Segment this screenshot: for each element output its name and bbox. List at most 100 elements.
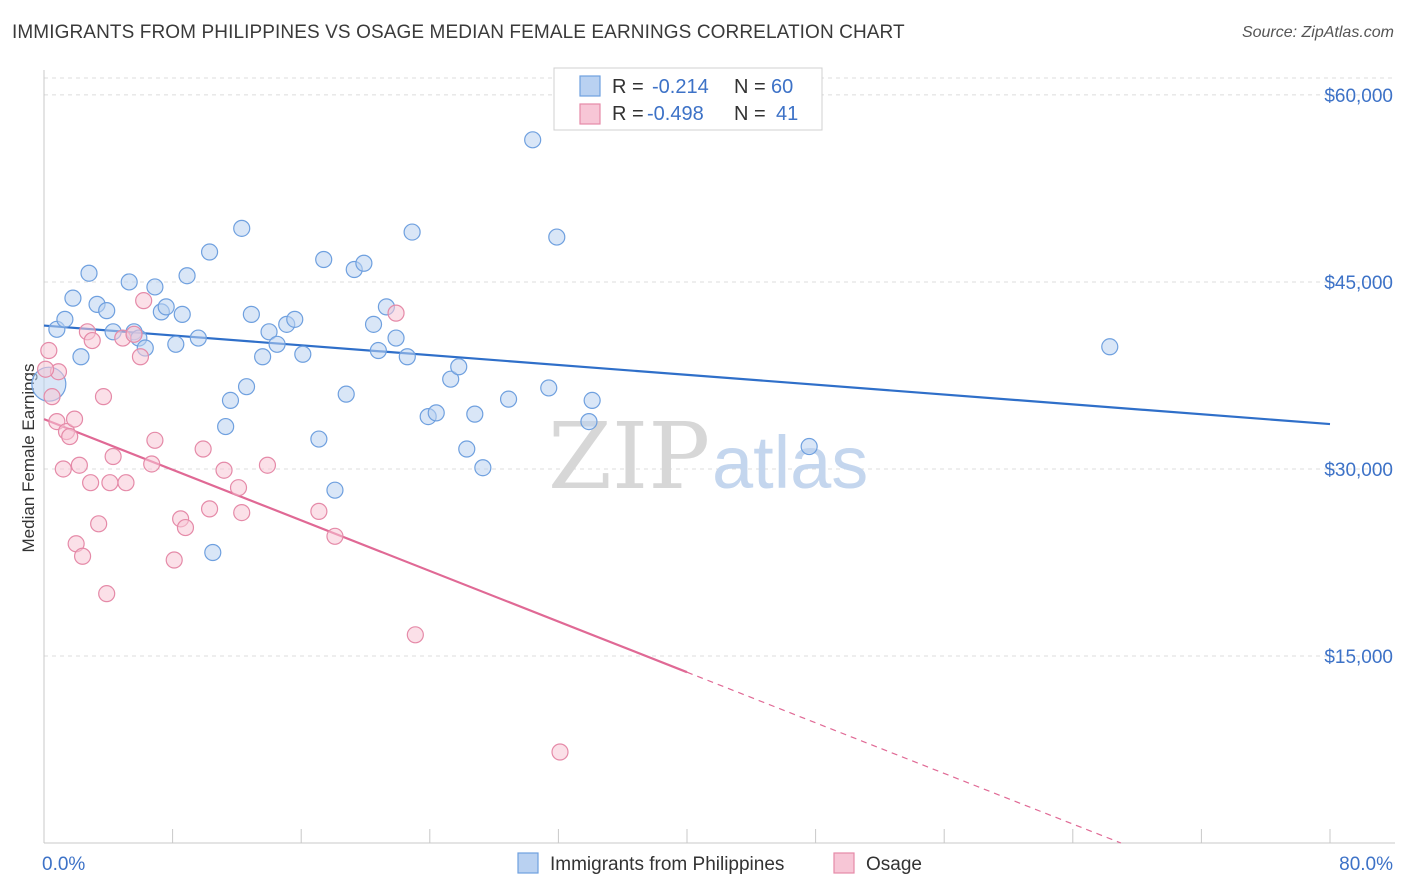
osage-point — [233, 504, 251, 522]
osage-trend-extension — [686, 671, 1122, 844]
osage-point — [117, 474, 135, 492]
osage-point — [194, 440, 212, 458]
philippines-point — [310, 430, 328, 448]
osage-point — [406, 626, 424, 644]
y-tick-label: $30,000 — [1324, 460, 1393, 481]
osage-point — [73, 547, 92, 565]
osage-point — [61, 427, 79, 446]
philippines-point — [387, 329, 405, 347]
philippines-point — [458, 440, 476, 458]
philippines-point — [189, 329, 207, 347]
osage-point — [551, 743, 569, 761]
philippines-point — [294, 345, 312, 363]
philippines-point — [450, 358, 468, 376]
osage-point — [326, 527, 344, 545]
philippines-point — [146, 278, 164, 296]
y-tick-label: $15,000 — [1324, 647, 1393, 668]
philippines-point — [524, 131, 542, 149]
watermark-zip: ZIP — [548, 403, 710, 510]
osage-point — [215, 461, 233, 479]
philippines-point — [286, 310, 304, 328]
osage-point — [70, 456, 88, 474]
philippines-point — [315, 250, 333, 269]
tick-labels: $15,000 $30,000 $45,000 $60,000 0.0% 80.0% — [42, 86, 1393, 875]
osage-point — [40, 341, 58, 360]
legend-n-label-1: N = — [734, 76, 766, 98]
osage-point — [101, 474, 119, 492]
legend-r-label-1: R = — [612, 76, 644, 98]
osage-point — [125, 325, 143, 343]
philippines-trend-line — [43, 324, 1331, 426]
philippines-point — [442, 370, 460, 388]
osage-point — [98, 585, 116, 603]
philippines-point — [167, 335, 185, 353]
philippines-point — [499, 390, 518, 408]
philippines-point — [337, 385, 355, 403]
philippines-point — [64, 289, 82, 307]
gridlines — [44, 77, 1395, 657]
osage-point — [387, 304, 405, 322]
philippines-point — [398, 348, 416, 366]
philippines-point — [268, 335, 286, 353]
legend-bottom-label-blue: Immigrants from Philippines — [550, 854, 784, 875]
legend-swatch-pink — [579, 103, 601, 125]
osage-point — [54, 460, 72, 478]
philippines-point — [237, 378, 256, 396]
philippines-point — [217, 417, 235, 436]
legend-bottom-swatch-pink — [833, 852, 855, 874]
y-axis-label: Median Female Earnings — [19, 364, 38, 553]
legend-bottom: Immigrants from Philippines Osage — [517, 852, 922, 875]
osage-point — [94, 388, 113, 406]
legend-bottom-label-pink: Osage — [866, 854, 922, 875]
osage-point — [43, 388, 61, 406]
philippines-point — [326, 481, 344, 499]
chart-source: Source: ZipAtlas.com — [1241, 24, 1394, 41]
legend-r-label-2: R = — [612, 103, 644, 125]
osage-point — [176, 518, 195, 537]
philippines-point — [80, 264, 98, 282]
osage-point — [135, 292, 153, 310]
philippines-point — [364, 315, 383, 333]
data-points — [31, 131, 1119, 761]
philippines-point — [157, 298, 175, 316]
philippines-point — [56, 310, 74, 328]
philippines-point — [369, 341, 387, 360]
legend-bottom-swatch-blue — [517, 852, 539, 874]
legend-r-value-2: -0.498 — [647, 103, 704, 125]
x-tick-label-min: 0.0% — [42, 854, 85, 875]
x-tick-label-max: 80.0% — [1339, 854, 1393, 875]
philippines-point — [540, 379, 558, 397]
legend-n-value-1: 60 — [771, 76, 793, 98]
osage-point — [83, 331, 101, 350]
osage-point — [143, 455, 161, 473]
watermark-atlas: atlas — [712, 421, 868, 504]
philippines-point — [427, 404, 445, 422]
osage-point — [82, 474, 100, 492]
axes — [43, 70, 1395, 844]
legend-swatch-blue — [579, 75, 601, 97]
osage-point — [104, 447, 122, 466]
legend-top: R = -0.214 N = 60 R = -0.498 N = 41 — [553, 67, 823, 131]
philippines-point — [120, 273, 138, 291]
philippines-point — [260, 323, 278, 341]
philippines-point — [72, 348, 90, 366]
philippines-point — [242, 305, 260, 323]
philippines-point — [583, 391, 601, 409]
philippines-point — [403, 223, 421, 241]
philippines-point — [173, 305, 191, 323]
chart-title: IMMIGRANTS FROM PHILIPPINES VS OSAGE MED… — [12, 22, 905, 43]
legend-n-label-2: N = — [734, 103, 766, 125]
philippines-point — [548, 228, 566, 246]
philippines-point — [233, 219, 251, 237]
osage-point — [165, 551, 183, 569]
philippines-point — [178, 267, 196, 285]
y-tick-label: $60,000 — [1324, 86, 1393, 107]
osage-point — [229, 479, 248, 497]
osage-point — [200, 500, 219, 518]
philippines-point — [580, 412, 598, 431]
osage-point — [37, 360, 55, 378]
philippines-point — [474, 459, 492, 477]
philippines-point — [1101, 338, 1119, 356]
osage-point — [131, 348, 150, 366]
